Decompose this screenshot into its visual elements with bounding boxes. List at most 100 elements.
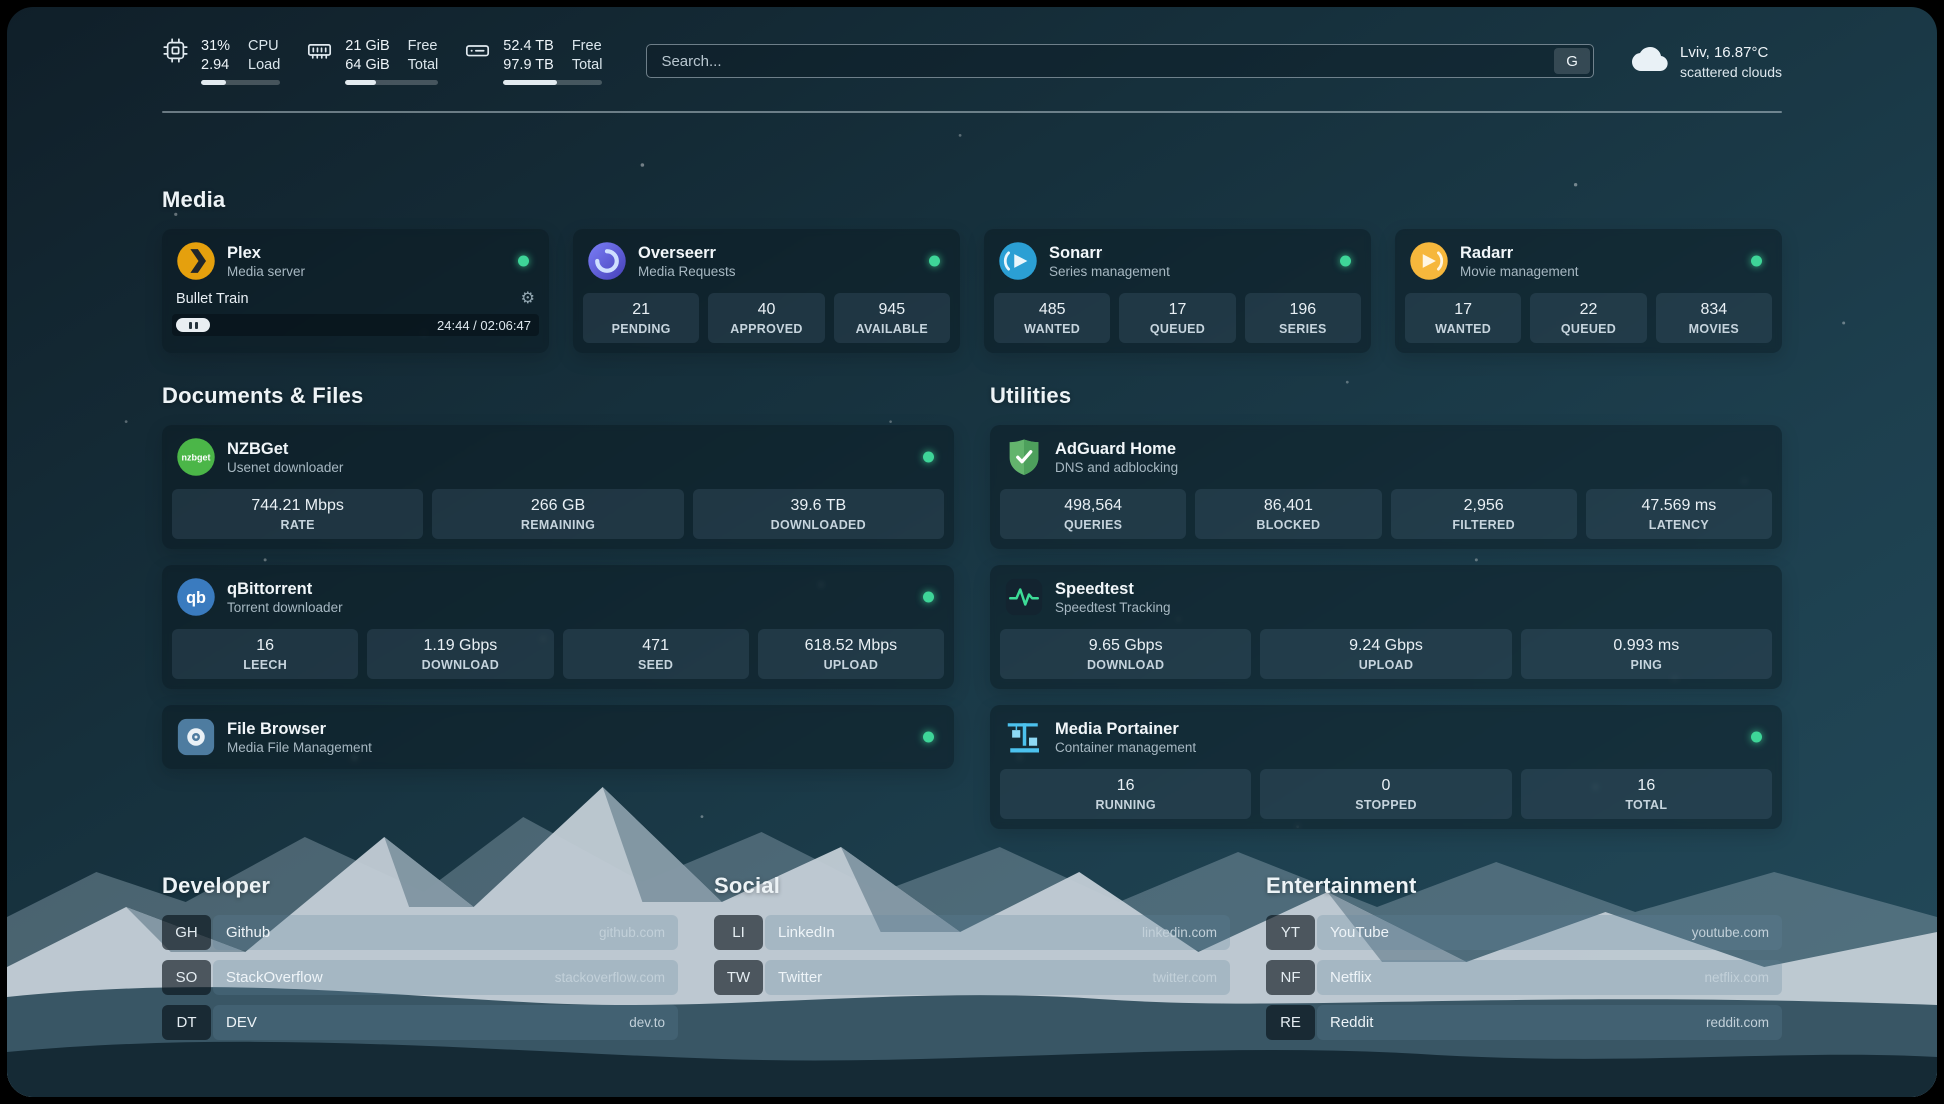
- disk-free-value: 52.4 TB: [503, 38, 554, 54]
- plex-icon: [176, 241, 216, 281]
- bookmark-github[interactable]: GH Github github.com: [162, 915, 678, 951]
- bookmark-abbr: TW: [714, 960, 763, 996]
- svg-text:qb: qb: [186, 589, 206, 607]
- service-link-overseerr[interactable]: Overseerr Media Requests: [583, 239, 950, 283]
- service-card-sonarr: Sonarr Series management 485 WANTED 17 Q…: [984, 229, 1371, 354]
- service-link-plex[interactable]: Plex Media server: [172, 239, 539, 283]
- bookmark-name: Twitter: [778, 969, 823, 987]
- bookmark-url: reddit.com: [1705, 1015, 1769, 1031]
- bookmark-linkedin[interactable]: LI LinkedIn linkedin.com: [714, 915, 1230, 951]
- service-card-adguard: AdGuard Home DNS and adblocking 498,564 …: [990, 425, 1782, 550]
- filebrowser-icon: [176, 717, 216, 757]
- bookmark-netflix[interactable]: NF Netflix netflix.com: [1266, 960, 1782, 996]
- bookmark-name: DEV: [226, 1014, 257, 1032]
- stat-label: WANTED: [1024, 322, 1081, 337]
- bookmark-twitter[interactable]: TW Twitter twitter.com: [714, 960, 1230, 996]
- stat-label: APPROVED: [730, 322, 803, 337]
- stat-box: 16 TOTAL: [1520, 769, 1772, 820]
- service-subtitle: Container management: [1055, 739, 1197, 755]
- pause-button[interactable]: [176, 318, 210, 333]
- bookmark-url: twitter.com: [1152, 970, 1217, 986]
- service-subtitle: Movie management: [1460, 263, 1579, 279]
- service-card-filebrowser: File Browser Media File Management: [162, 705, 954, 770]
- dashboard-screen: 31% CPU 2.94 Load 21: [7, 7, 1937, 1097]
- stat-label: STOPPED: [1355, 798, 1417, 813]
- stat-box: 22 QUEUED: [1530, 293, 1647, 344]
- stat-label: RATE: [280, 518, 315, 533]
- media-card-grid: Plex Media server Bullet Train ⚙ 24:44 /…: [162, 229, 1782, 354]
- service-link-adguard[interactable]: AdGuard Home DNS and adblocking: [1000, 435, 1772, 479]
- stat-value: 16: [1116, 777, 1135, 795]
- bookmark-abbr: YT: [1266, 915, 1315, 951]
- service-link-filebrowser[interactable]: File Browser Media File Management: [172, 715, 944, 759]
- search-provider-button[interactable]: G: [1554, 48, 1591, 75]
- section-title-developer: Developer: [162, 873, 271, 899]
- column-utilities: Utilities AdGuard Home DNS and adblockin…: [990, 383, 1782, 845]
- status-dot: [1751, 255, 1762, 267]
- bookmark-dev[interactable]: DT DEV dev.to: [162, 1005, 678, 1041]
- section-title-utilities: Utilities: [990, 383, 1072, 409]
- stat-value: 196: [1289, 301, 1317, 319]
- stat-box: 485 WANTED: [994, 293, 1111, 344]
- memory-total-label: Total: [407, 57, 439, 74]
- disk-total-value: 97.9 TB: [503, 57, 554, 74]
- stat-label: PING: [1630, 658, 1663, 673]
- service-card-overseerr: Overseerr Media Requests 21 PENDING 40 A…: [573, 229, 960, 354]
- service-name: Sonarr: [1049, 243, 1103, 262]
- stat-value: 0: [1381, 777, 1391, 795]
- service-link-qbittorrent[interactable]: qb qBittorrent Torrent downloader: [172, 575, 944, 619]
- svg-text:nzbget: nzbget: [182, 453, 211, 463]
- stat-box: 945 AVAILABLE: [833, 293, 950, 344]
- weather-widget: Lviv, 16.87°C scattered clouds: [1632, 41, 1782, 82]
- cloud-icon: [1632, 41, 1668, 82]
- service-link-nzbget[interactable]: nzbget NZBGet Usenet downloader: [172, 435, 944, 479]
- stat-value: 834: [1700, 301, 1728, 319]
- bookmark-reddit[interactable]: RE Reddit reddit.com: [1266, 1005, 1782, 1041]
- memory-icon: [306, 37, 333, 85]
- stat-box: 39.6 TB DOWNLOADED: [692, 489, 944, 540]
- stat-box: 16 RUNNING: [1000, 769, 1252, 820]
- stat-value: 86,401: [1263, 497, 1313, 515]
- bookmark-name: Github: [226, 924, 271, 942]
- stat-box: 196 SERIES: [1244, 293, 1361, 344]
- service-name: Media Portainer: [1055, 719, 1179, 738]
- bookmark-url: youtube.com: [1691, 925, 1769, 941]
- bookmark-name: YouTube: [1330, 924, 1389, 942]
- service-link-radarr[interactable]: Radarr Movie management: [1405, 239, 1772, 283]
- stat-label: AVAILABLE: [855, 322, 928, 337]
- service-card-plex: Plex Media server Bullet Train ⚙ 24:44 /…: [162, 229, 549, 354]
- service-link-speedtest[interactable]: Speedtest Speedtest Tracking: [1000, 575, 1772, 619]
- stat-value: 266 GB: [530, 497, 586, 515]
- stat-label: DOWNLOADED: [770, 518, 866, 533]
- stat-box: 47.569 ms LATENCY: [1585, 489, 1772, 540]
- bookmark-stackoverflow[interactable]: SO StackOverflow stackoverflow.com: [162, 960, 678, 996]
- settings-gear-icon[interactable]: ⚙: [520, 290, 535, 308]
- stat-label: QUEUED: [1560, 322, 1617, 337]
- stat-value: 9.24 Gbps: [1349, 637, 1423, 655]
- stat-box: 1.19 Gbps DOWNLOAD: [367, 629, 554, 680]
- stat-value: 47.569 ms: [1641, 497, 1717, 515]
- section-title-media: Media: [162, 187, 226, 213]
- bookmark-youtube[interactable]: YT YouTube youtube.com: [1266, 915, 1782, 951]
- resource-widget-disk: 52.4 TB Free 97.9 TB Total: [464, 37, 603, 86]
- stat-box: 17 WANTED: [1405, 293, 1522, 344]
- service-link-portainer[interactable]: Media Portainer Container management: [1000, 715, 1772, 759]
- stat-box: 0.993 ms PING: [1520, 629, 1772, 680]
- stat-box: 0 STOPPED: [1260, 769, 1512, 820]
- resource-widget-cpu: 31% CPU 2.94 Load: [162, 37, 281, 86]
- stat-label: QUERIES: [1063, 518, 1123, 533]
- stat-label: LEECH: [243, 658, 288, 673]
- status-dot: [1340, 255, 1351, 267]
- search-input[interactable]: [646, 44, 1595, 79]
- stat-value: 40: [757, 301, 776, 319]
- memory-free-value: 21 GiB: [345, 38, 390, 54]
- radarr-icon: [1409, 241, 1449, 281]
- stat-value: 16: [1637, 777, 1656, 795]
- stat-box: 266 GB REMAINING: [432, 489, 684, 540]
- stat-label: PENDING: [611, 322, 671, 337]
- bookmark-abbr: NF: [1266, 960, 1315, 996]
- plex-progress-bar[interactable]: 24:44 / 02:06:47: [172, 314, 539, 337]
- disk-free-label: Free: [571, 38, 602, 54]
- stat-value: 618.52 Mbps: [804, 637, 898, 655]
- service-link-sonarr[interactable]: Sonarr Series management: [994, 239, 1361, 283]
